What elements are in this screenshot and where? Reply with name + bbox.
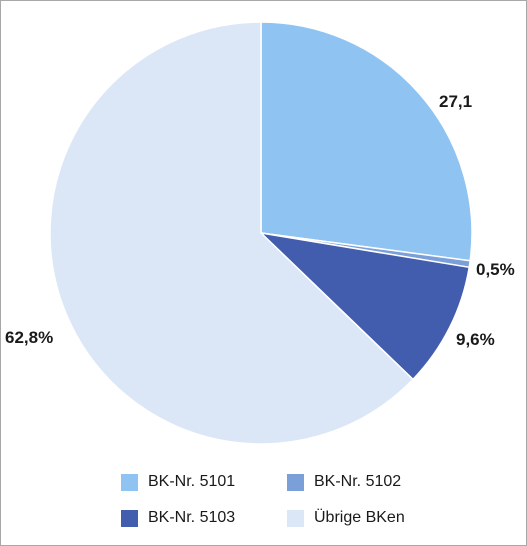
- legend-label-uebrige-bken: Übrige BKen: [314, 509, 405, 526]
- legend-item-uebrige-bken: Übrige BKen: [287, 507, 437, 529]
- pie-slice-bk-5103: [258, 231, 471, 381]
- pie-slice-uebrige-bken: [49, 21, 415, 445]
- legend-label-bk-5102: BK-Nr. 5102: [314, 473, 402, 490]
- pie-chart: 27,1 0,5% 9,6% 62,8%: [5, 21, 515, 445]
- legend-swatch-bk-5103: [121, 509, 138, 527]
- chart-legend: BK-Nr. 5101 BK-Nr. 5102 BK-Nr. 5103 Übri…: [121, 471, 441, 529]
- legend-swatch-bk-5101: [121, 473, 138, 491]
- pie-slice-bk-5101: [260, 21, 473, 262]
- slice-label-uebrige-bken: 62,8%: [5, 328, 53, 347]
- legend-swatch-uebrige-bken: [287, 509, 304, 527]
- legend-label-bk-5103: BK-Nr. 5103: [148, 509, 236, 526]
- legend-label-bk-5101: BK-Nr. 5101: [148, 473, 236, 490]
- pie-labels: 27,1 0,5% 9,6% 62,8%: [5, 92, 515, 349]
- legend-item-bk-5101: BK-Nr. 5101: [121, 471, 287, 493]
- slice-label-bk-5102: 0,5%: [476, 260, 515, 279]
- legend-swatch-bk-5102: [287, 473, 304, 491]
- legend-item-bk-5103: BK-Nr. 5103: [121, 507, 287, 529]
- legend-item-bk-5102: BK-Nr. 5102: [287, 471, 437, 493]
- pie-slices: [49, 21, 473, 445]
- slice-label-bk-5101: 27,1: [439, 92, 472, 111]
- slice-label-bk-5103: 9,6%: [456, 330, 495, 349]
